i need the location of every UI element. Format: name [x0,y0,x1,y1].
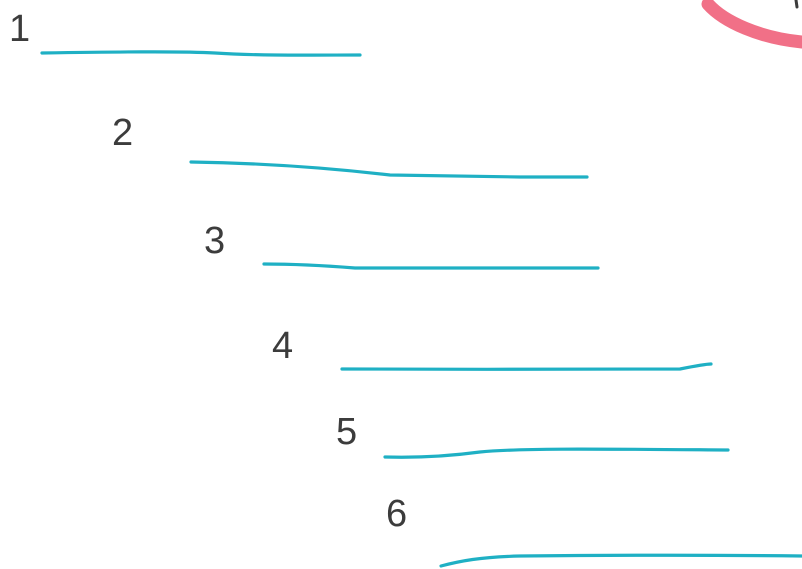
item-number-1: 1 [9,8,31,50]
answer-line-6 [439,553,802,568]
answer-line-3 [262,262,600,270]
answer-line-5 [383,447,730,459]
item-number-6: 6 [386,493,408,535]
answer-line-4 [340,362,713,372]
answer-line-1 [40,50,362,57]
corner-mark-fragment [794,0,799,9]
answer-line-2 [189,160,589,179]
item-number-5: 5 [336,411,358,453]
item-number-2: 2 [112,112,134,154]
item-number-4: 4 [272,325,294,367]
pink-marker-arc-icon [701,0,802,49]
item-number-3: 3 [204,220,226,262]
